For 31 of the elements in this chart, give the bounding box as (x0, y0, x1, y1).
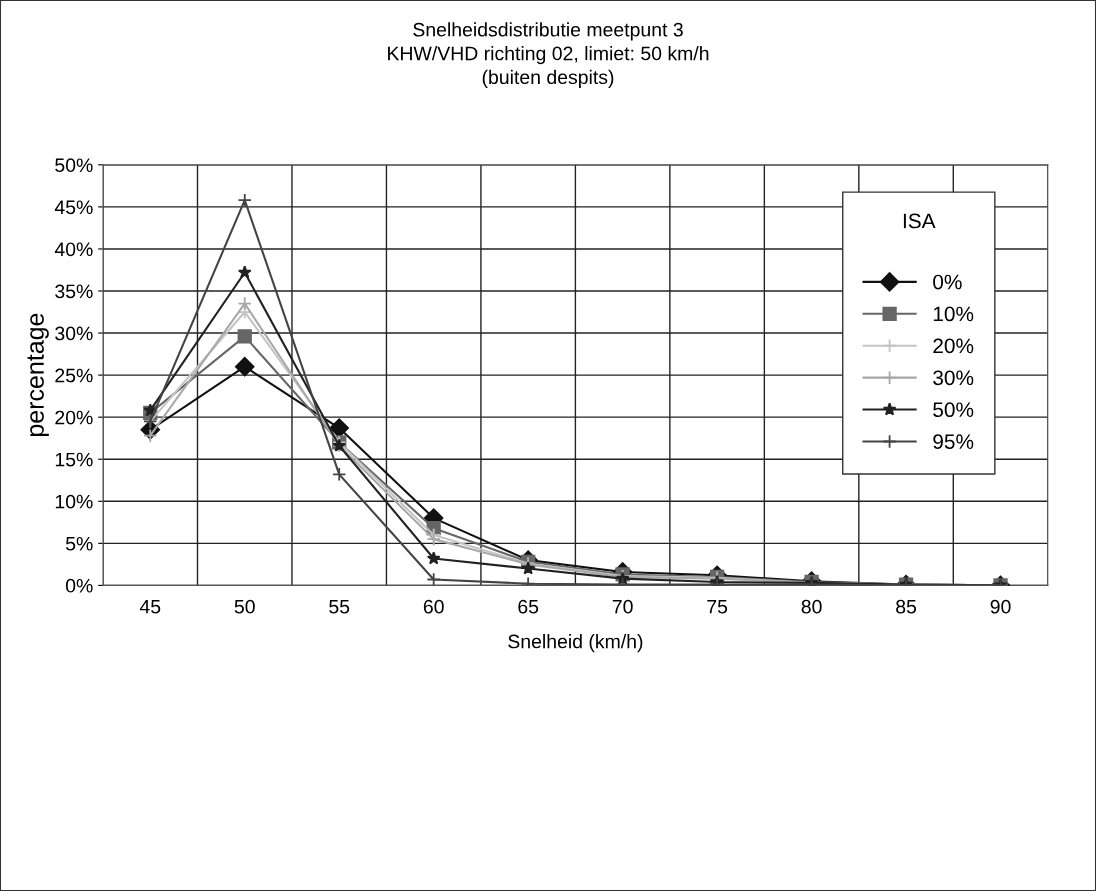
y-tick-label: 35% (55, 284, 93, 299)
x-tick-label: 90 (990, 599, 1011, 614)
x-tick-label: 65 (518, 599, 539, 614)
chart-title: Snelheidsdistributie meetpunt 3 KHW/VHD richting 02, limiet: 50 km/h (buiten despits) (388, 22, 709, 88)
y-tick-label: 50% (55, 158, 93, 173)
legend-label: 10% (933, 306, 974, 322)
legend-label: 95% (933, 434, 974, 449)
x-tick-label: 80 (801, 599, 822, 614)
x-tick-label: 45 (139, 599, 161, 614)
legend-title: ISA (903, 213, 936, 229)
y-tick-label: 45% (54, 200, 93, 215)
x-tick-label: 50 (234, 599, 255, 614)
x-tick-label: 85 (896, 599, 917, 614)
y-tick-label: 5% (65, 536, 93, 551)
legend-label: 0% (933, 274, 962, 290)
y-tick-label: 30% (55, 326, 93, 341)
legend-label: 20% (933, 338, 974, 354)
y-tick-label: 25% (55, 368, 93, 383)
y-tick-label: 20% (55, 410, 93, 425)
x-tick-label: 75 (707, 599, 728, 614)
legend-label: 50% (933, 402, 974, 418)
x-axis-title: Snelheid (km/h) (508, 634, 643, 653)
x-tick-label: 70 (612, 599, 633, 614)
y-tick-label: 15% (55, 452, 93, 467)
y-tick-label: 10% (55, 494, 93, 509)
x-tick-label: 60 (423, 599, 444, 614)
x-tick-label: 55 (329, 599, 350, 614)
y-tick-label: 0% (65, 578, 93, 593)
y-axis-title: percentage (27, 313, 49, 437)
legend-label: 30% (933, 370, 974, 386)
y-tick-label: 40% (54, 242, 93, 257)
